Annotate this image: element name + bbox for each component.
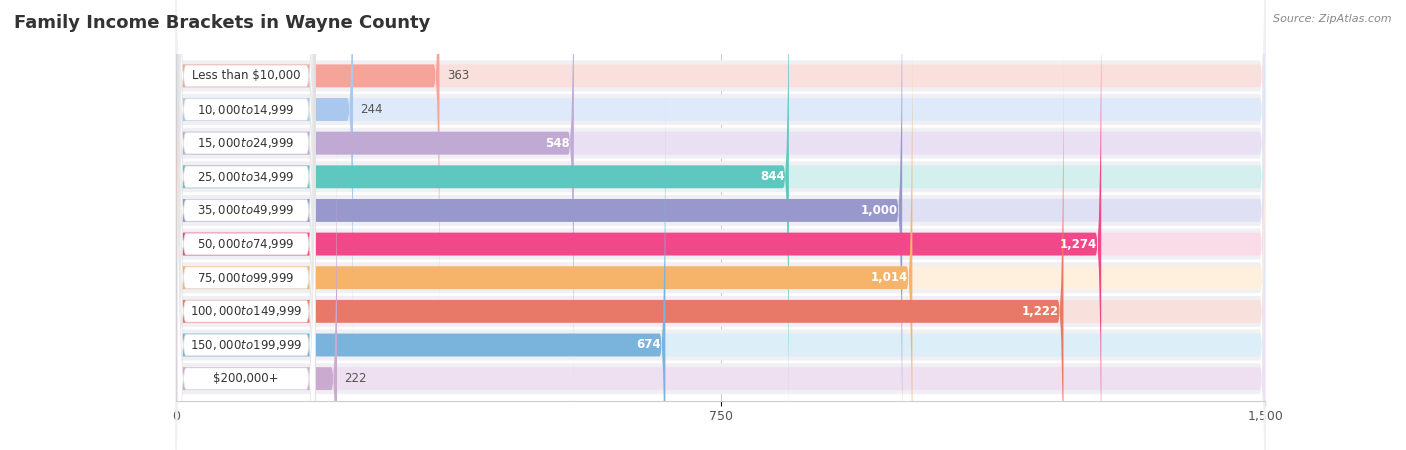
FancyBboxPatch shape bbox=[176, 0, 789, 435]
FancyBboxPatch shape bbox=[176, 91, 1265, 450]
Text: $25,000 to $34,999: $25,000 to $34,999 bbox=[197, 170, 295, 184]
FancyBboxPatch shape bbox=[176, 0, 1265, 435]
FancyBboxPatch shape bbox=[177, 0, 315, 450]
Text: 222: 222 bbox=[344, 372, 367, 385]
Text: 548: 548 bbox=[544, 137, 569, 150]
FancyBboxPatch shape bbox=[176, 0, 1265, 450]
FancyBboxPatch shape bbox=[177, 0, 315, 450]
FancyBboxPatch shape bbox=[176, 0, 1265, 401]
FancyBboxPatch shape bbox=[176, 0, 1265, 367]
FancyBboxPatch shape bbox=[176, 0, 1265, 450]
FancyBboxPatch shape bbox=[176, 0, 1101, 450]
FancyBboxPatch shape bbox=[177, 0, 315, 450]
FancyBboxPatch shape bbox=[176, 125, 1265, 450]
FancyBboxPatch shape bbox=[176, 54, 1265, 450]
Text: Source: ZipAtlas.com: Source: ZipAtlas.com bbox=[1274, 14, 1392, 23]
FancyBboxPatch shape bbox=[176, 0, 1265, 397]
FancyBboxPatch shape bbox=[177, 0, 315, 450]
FancyBboxPatch shape bbox=[176, 20, 1265, 450]
Text: 1,274: 1,274 bbox=[1060, 238, 1097, 251]
FancyBboxPatch shape bbox=[176, 87, 1265, 450]
Text: $15,000 to $24,999: $15,000 to $24,999 bbox=[197, 136, 295, 150]
Text: 844: 844 bbox=[759, 170, 785, 183]
Text: $10,000 to $14,999: $10,000 to $14,999 bbox=[197, 103, 295, 117]
Text: $200,000+: $200,000+ bbox=[214, 372, 278, 385]
FancyBboxPatch shape bbox=[176, 20, 912, 450]
FancyBboxPatch shape bbox=[176, 0, 574, 401]
FancyBboxPatch shape bbox=[176, 0, 1265, 450]
Text: $100,000 to $149,999: $100,000 to $149,999 bbox=[190, 304, 302, 318]
FancyBboxPatch shape bbox=[176, 0, 1265, 431]
FancyBboxPatch shape bbox=[177, 0, 315, 450]
Text: 1,222: 1,222 bbox=[1022, 305, 1059, 318]
FancyBboxPatch shape bbox=[177, 0, 315, 450]
Text: Less than $10,000: Less than $10,000 bbox=[193, 69, 301, 82]
Text: 674: 674 bbox=[637, 338, 661, 351]
FancyBboxPatch shape bbox=[177, 0, 315, 450]
Text: Family Income Brackets in Wayne County: Family Income Brackets in Wayne County bbox=[14, 14, 430, 32]
Text: $150,000 to $199,999: $150,000 to $199,999 bbox=[190, 338, 302, 352]
FancyBboxPatch shape bbox=[176, 0, 1265, 333]
Text: $50,000 to $74,999: $50,000 to $74,999 bbox=[197, 237, 295, 251]
Text: 1,000: 1,000 bbox=[860, 204, 898, 217]
FancyBboxPatch shape bbox=[177, 0, 315, 450]
FancyBboxPatch shape bbox=[176, 0, 440, 333]
FancyBboxPatch shape bbox=[176, 24, 1265, 450]
FancyBboxPatch shape bbox=[176, 58, 1265, 450]
Text: 244: 244 bbox=[360, 103, 382, 116]
Text: 363: 363 bbox=[447, 69, 470, 82]
FancyBboxPatch shape bbox=[177, 0, 315, 450]
FancyBboxPatch shape bbox=[176, 0, 353, 367]
FancyBboxPatch shape bbox=[176, 0, 1265, 450]
Text: 1,014: 1,014 bbox=[870, 271, 908, 284]
FancyBboxPatch shape bbox=[176, 0, 1265, 329]
FancyBboxPatch shape bbox=[177, 0, 315, 450]
Text: $35,000 to $49,999: $35,000 to $49,999 bbox=[197, 203, 295, 217]
FancyBboxPatch shape bbox=[176, 87, 665, 450]
FancyBboxPatch shape bbox=[176, 0, 903, 450]
FancyBboxPatch shape bbox=[176, 121, 1265, 450]
Text: $75,000 to $99,999: $75,000 to $99,999 bbox=[197, 271, 295, 285]
FancyBboxPatch shape bbox=[176, 54, 1063, 450]
FancyBboxPatch shape bbox=[176, 121, 337, 450]
FancyBboxPatch shape bbox=[176, 0, 1265, 363]
